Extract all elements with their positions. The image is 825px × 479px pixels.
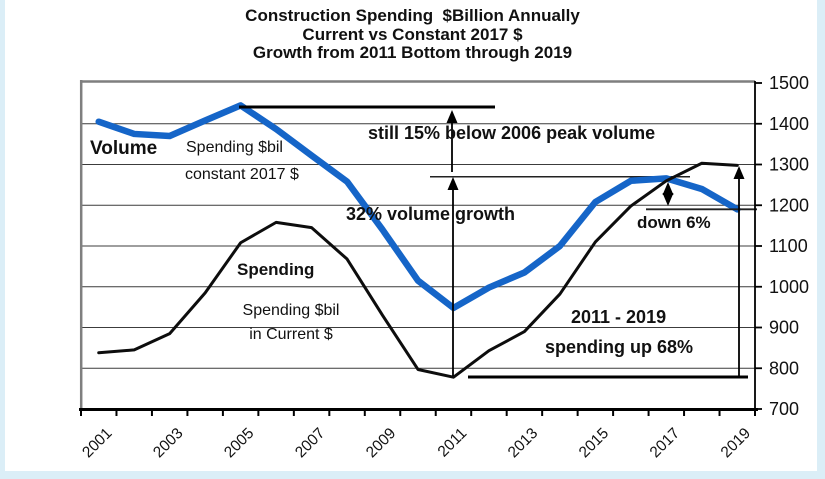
y-tick-label-700: 700 <box>769 399 799 419</box>
y-tick-label-1100: 1100 <box>769 236 808 256</box>
volume-series-sublabel-1: Spending $bil <box>186 139 283 156</box>
peak-note: still 15% below 2006 peak volume <box>368 123 656 143</box>
y-tick-label-800: 800 <box>769 358 799 378</box>
x-tick-label-2017: 2017 <box>647 425 683 461</box>
x-tick-label-2001: 2001 <box>79 425 115 461</box>
x-tick-label-2007: 2007 <box>292 425 328 461</box>
arrowhead <box>662 182 674 195</box>
y-tick-label-900: 900 <box>769 318 799 338</box>
spending-series-label: Spending <box>237 260 315 279</box>
x-tick-label-2013: 2013 <box>505 425 541 461</box>
chart-title: Construction Spending $Billion Annually … <box>0 6 825 63</box>
x-tick-label-2015: 2015 <box>576 425 612 461</box>
x-tick-label-2005: 2005 <box>221 425 257 461</box>
y-tick-label-1200: 1200 <box>769 195 809 215</box>
y-tick-label-1500: 1500 <box>769 73 809 93</box>
title-line-2: Current vs Constant 2017 $ <box>302 24 523 44</box>
arrowhead <box>446 110 458 123</box>
x-tick-label-2011: 2011 <box>435 425 471 461</box>
volume-line <box>95 102 741 312</box>
range-note: 2011 - 2019 <box>571 307 667 327</box>
x-tick-label-2009: 2009 <box>363 425 399 461</box>
spending-series-sublabel-2: in Current $ <box>249 326 333 343</box>
y-tick-label-1300: 1300 <box>769 155 809 175</box>
x-tick-label-2003: 2003 <box>150 425 186 461</box>
y-tick-label-1000: 1000 <box>769 277 809 297</box>
title-line-1: Construction Spending $Billion Annually <box>245 6 580 25</box>
arrowhead <box>447 177 459 190</box>
up-note: spending up 68% <box>545 337 694 357</box>
growth-note: 32% volume growth <box>346 204 516 224</box>
volume-series-label: Volume <box>90 138 158 159</box>
spending-line <box>97 161 739 379</box>
x-tick-label-2019: 2019 <box>718 425 754 461</box>
down-note: down 6% <box>637 213 711 232</box>
arrowhead <box>662 193 674 206</box>
volume-series-sublabel-2: constant 2017 $ <box>185 166 299 183</box>
title-line-3: Growth from 2011 Bottom through 2019 <box>252 43 573 62</box>
spending-series-sublabel-1: Spending $bil <box>242 302 340 319</box>
chart-card <box>5 0 817 471</box>
arrowhead <box>733 166 745 179</box>
y-tick-label-1400: 1400 <box>769 114 809 134</box>
